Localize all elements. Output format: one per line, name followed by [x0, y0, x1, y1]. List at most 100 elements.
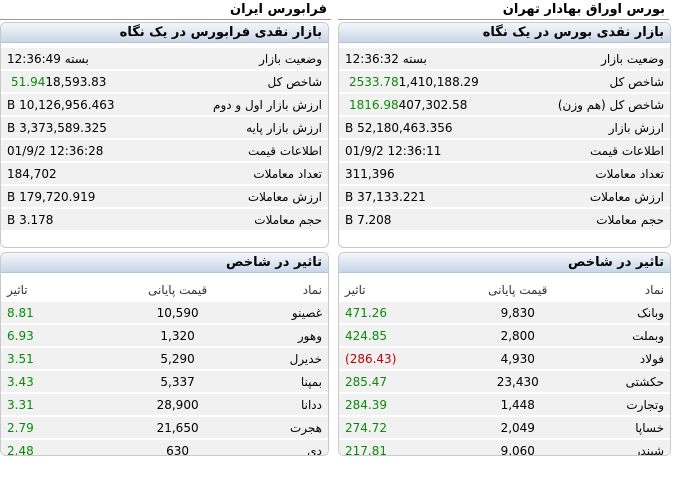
symbol-cell: وبملت: [577, 325, 670, 346]
stat-label: حجم معاملات: [544, 209, 670, 230]
tse-impact-table: نماد قیمت پایانی تاثیر وبانک 9,830 471.26 وبمل…: [339, 277, 670, 455]
stat-label: تعداد معاملات: [544, 163, 670, 184]
symbol-cell: غصینو: [236, 302, 328, 323]
stat-label: ارزش معاملات: [203, 186, 328, 207]
stat-value: 179,720.919 B: [7, 189, 96, 204]
stat-label: شاخص کل (هم وزن): [544, 94, 670, 115]
stat-value-cell: 184,702: [1, 163, 204, 184]
stat-value-cell: بسته 12:36:49: [1, 48, 204, 69]
tse-impact-row: وتجارت 1,448 284.39: [339, 394, 670, 415]
impact-cell: 3.31: [1, 394, 119, 415]
stat-label: وضعیت بازار: [544, 48, 670, 69]
price-cell: 5,290: [118, 348, 237, 369]
column-header: تاثیر: [339, 279, 459, 300]
ifb-overview-row: ارزش بازار اول و دوم 10,126,956.463 B: [1, 94, 328, 115]
impact-cell: 6.93: [1, 325, 119, 346]
stat-value-cell: 10,126,956.463 B: [1, 94, 204, 115]
ifb-impact-row: هجرت 21,650 2.79: [1, 417, 328, 438]
impact-cell: 274.72: [339, 417, 459, 438]
stat-value-cell: 3,373,589.325 B: [1, 117, 204, 138]
symbol-cell: فولاد: [577, 348, 670, 369]
tse-impact-row: شبندر 9,060 217.81: [339, 440, 670, 455]
price-cell: 9,830: [458, 302, 578, 323]
ifb-overview-row: شاخص کل 51.9418,593.83: [1, 71, 328, 92]
ifb-market-title: فرابورس ایران: [0, 0, 331, 20]
tse-overview-row: تعداد معاملات 311,396: [339, 163, 670, 184]
symbol-cell: هجرت: [236, 417, 328, 438]
stat-value: 12:36:28 01/9/2: [7, 143, 104, 158]
stat-value-cell: 311,396: [339, 163, 545, 184]
stat-value: 1,410,188.29: [398, 74, 479, 89]
price-cell: 10,590: [118, 302, 237, 323]
stat-value: 37,133.221 B: [345, 189, 426, 204]
ifb-overview-panel: بازار نقدی فرابورس در یک نگاه وضعیت بازا…: [0, 22, 329, 248]
stat-value-cell: 37,133.221 B: [339, 186, 545, 207]
stat-label: اطلاعات قیمت: [203, 140, 328, 161]
tse-impact-row: فولاد 4,930 (286.43): [339, 348, 670, 369]
impact-cell: (286.43): [339, 348, 459, 369]
tse-overview-row: شاخص کل (هم وزن) 1816.98407,302.58: [339, 94, 670, 115]
stat-label: اطلاعات قیمت: [544, 140, 670, 161]
symbol-cell: ددانا: [236, 394, 328, 415]
ifb-overview-row: ارزش معاملات 179,720.919 B: [1, 186, 328, 207]
ifb-impact-table: نماد قیمت پایانی تاثیر غصینو 10,590 8.81 وهور 1…: [1, 277, 328, 455]
tse-overview-heading: بازار نقدی بورس در یک نگاه: [339, 23, 670, 43]
stat-value-cell: 51.9418,593.83: [1, 71, 204, 92]
stat-value-cell: 12:36:11 01/9/2: [339, 140, 545, 161]
price-cell: 4,930: [458, 348, 578, 369]
ifb-overview-row: تعداد معاملات 184,702: [1, 163, 328, 184]
ifb-column: فرابورس ایران بازار نقدی فرابورس در یک ن…: [0, 0, 331, 456]
symbol-cell: شبندر: [577, 440, 670, 455]
stat-value-cell: 12:36:28 01/9/2: [1, 140, 204, 161]
stat-value: 3,373,589.325 B: [7, 120, 107, 135]
column-header: تاثیر: [1, 279, 119, 300]
stat-value-cell: 3.178 B: [1, 209, 204, 230]
price-cell: 9,060: [458, 440, 578, 455]
price-cell: 21,650: [118, 417, 237, 438]
symbol-cell: وبانک: [577, 302, 670, 323]
symbol-cell: حکشتی: [577, 371, 670, 392]
tse-impact-heading: تاثیر در شاخص: [339, 253, 670, 273]
impact-cell: 2.79: [1, 417, 119, 438]
stat-label: وضعیت بازار: [203, 48, 328, 69]
ifb-impact-header-row: نماد قیمت پایانی تاثیر: [1, 279, 328, 300]
stat-value: 407,302.58: [398, 97, 468, 112]
tse-overview-row: ارزش معاملات 37,133.221 B: [339, 186, 670, 207]
impact-cell: 285.47: [339, 371, 459, 392]
tse-impact-row: خساپا 2,049 274.72: [339, 417, 670, 438]
price-cell: 23,430: [458, 371, 578, 392]
stat-label: ارزش بازار اول و دوم: [203, 94, 328, 115]
stat-label: ارزش معاملات: [544, 186, 670, 207]
ifb-impact-row: بمپنا 5,337 3.43: [1, 371, 328, 392]
ifb-impact-row: دی 630 2.48: [1, 440, 328, 455]
tse-impact-panel: تاثیر در شاخص نماد قیمت پایانی تاثیر وبانک 9…: [338, 252, 671, 456]
ifb-overview-row: ارزش بازار پایه 3,373,589.325 B: [1, 117, 328, 138]
impact-cell: 217.81: [339, 440, 459, 455]
stat-value: بسته 12:36:49: [7, 51, 89, 66]
stat-value: 12:36:11 01/9/2: [345, 143, 442, 158]
stat-value-cell: بسته 12:36:32: [339, 48, 545, 69]
price-cell: 1,320: [118, 325, 237, 346]
ifb-overview-heading: بازار نقدی فرابورس در یک نگاه: [1, 23, 328, 43]
stat-label: حجم معاملات: [203, 209, 328, 230]
ifb-impact-row: خدیرل 5,290 3.51: [1, 348, 328, 369]
column-header: نماد: [577, 279, 670, 300]
stat-label: تعداد معاملات: [203, 163, 328, 184]
ifb-impact-row: وهور 1,320 6.93: [1, 325, 328, 346]
column-header: قیمت پایانی: [458, 279, 578, 300]
stat-value: 184,702: [7, 166, 57, 181]
symbol-cell: بمپنا: [236, 371, 328, 392]
ifb-overview-row: اطلاعات قیمت 12:36:28 01/9/2: [1, 140, 328, 161]
symbol-cell: وتجارت: [577, 394, 670, 415]
impact-cell: 2.48: [1, 440, 119, 455]
stat-value-cell: 7.208 B: [339, 209, 545, 230]
ifb-impact-panel: تاثیر در شاخص نماد قیمت پایانی تاثیر غصینو 1…: [0, 252, 329, 456]
stat-value-cell: 52,180,463.356 B: [339, 117, 545, 138]
price-cell: 1,448: [458, 394, 578, 415]
price-cell: 28,900: [118, 394, 237, 415]
column-header: قیمت پایانی: [118, 279, 237, 300]
stat-label: شاخص کل: [203, 71, 328, 92]
stat-change: 1816.98: [349, 97, 399, 112]
tse-overview-row: حجم معاملات 7.208 B: [339, 209, 670, 230]
stat-value: 18,593.83: [45, 74, 107, 89]
